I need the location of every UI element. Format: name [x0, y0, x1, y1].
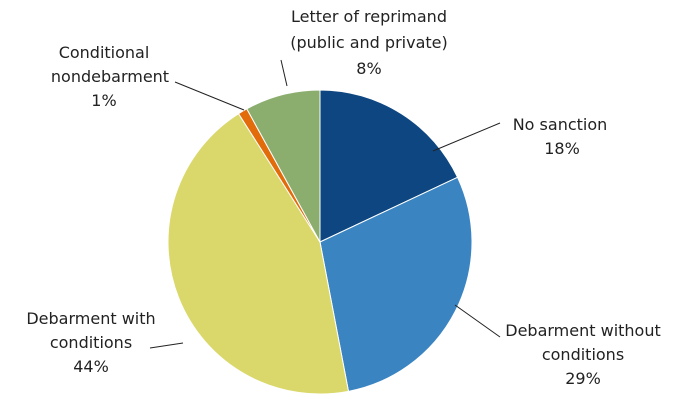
label-conditional-nondebarment-line1: Conditional — [59, 43, 150, 62]
label-debarment-without-line1: Debarment without — [505, 321, 661, 340]
pie-slices — [167, 89, 473, 395]
label-debarment-with-line1: Debarment with — [26, 309, 155, 328]
leader-line-reprimand — [280, 59, 288, 87]
label-conditional-nondebarment-pct: 1% — [91, 91, 116, 110]
leader-line-no-sanction — [432, 122, 501, 152]
label-no-sanction-pct: 18% — [544, 139, 580, 158]
label-debarment-without-conditions: Debarment without conditions 29% — [505, 321, 661, 388]
label-conditional-nondebarment: Conditional nondebarment 1% — [51, 43, 169, 110]
label-reprimand-pct: 8% — [356, 59, 381, 78]
label-debarment-with-pct: 44% — [73, 357, 109, 376]
leader-line-debarment-without — [454, 304, 501, 338]
label-debarment-with-line2: conditions — [50, 333, 132, 352]
label-debarment-with-conditions: Debarment with conditions 44% — [26, 309, 155, 376]
label-debarment-without-pct: 29% — [565, 369, 601, 388]
label-reprimand-line2: (public and private) — [290, 33, 447, 52]
label-debarment-without-line2: conditions — [542, 345, 624, 364]
label-no-sanction-name: No sanction — [513, 115, 608, 134]
leader-line-debarment-with — [149, 342, 184, 349]
label-no-sanction: No sanction 18% — [513, 115, 608, 158]
label-reprimand-line1: Letter of reprimand — [291, 7, 447, 26]
pie-slice-debarment-without-conditions — [319, 176, 473, 392]
pie-slice-letter-of-reprimand-public-and-private — [246, 89, 321, 243]
pie-slice-no-sanction — [319, 89, 459, 243]
label-letter-of-reprimand: Letter of reprimand (public and private)… — [290, 7, 447, 78]
pie-slice-debarment-with-conditions — [167, 112, 350, 395]
label-conditional-nondebarment-line2: nondebarment — [51, 67, 169, 86]
leader-line-conditional-nondebarment — [174, 81, 245, 111]
